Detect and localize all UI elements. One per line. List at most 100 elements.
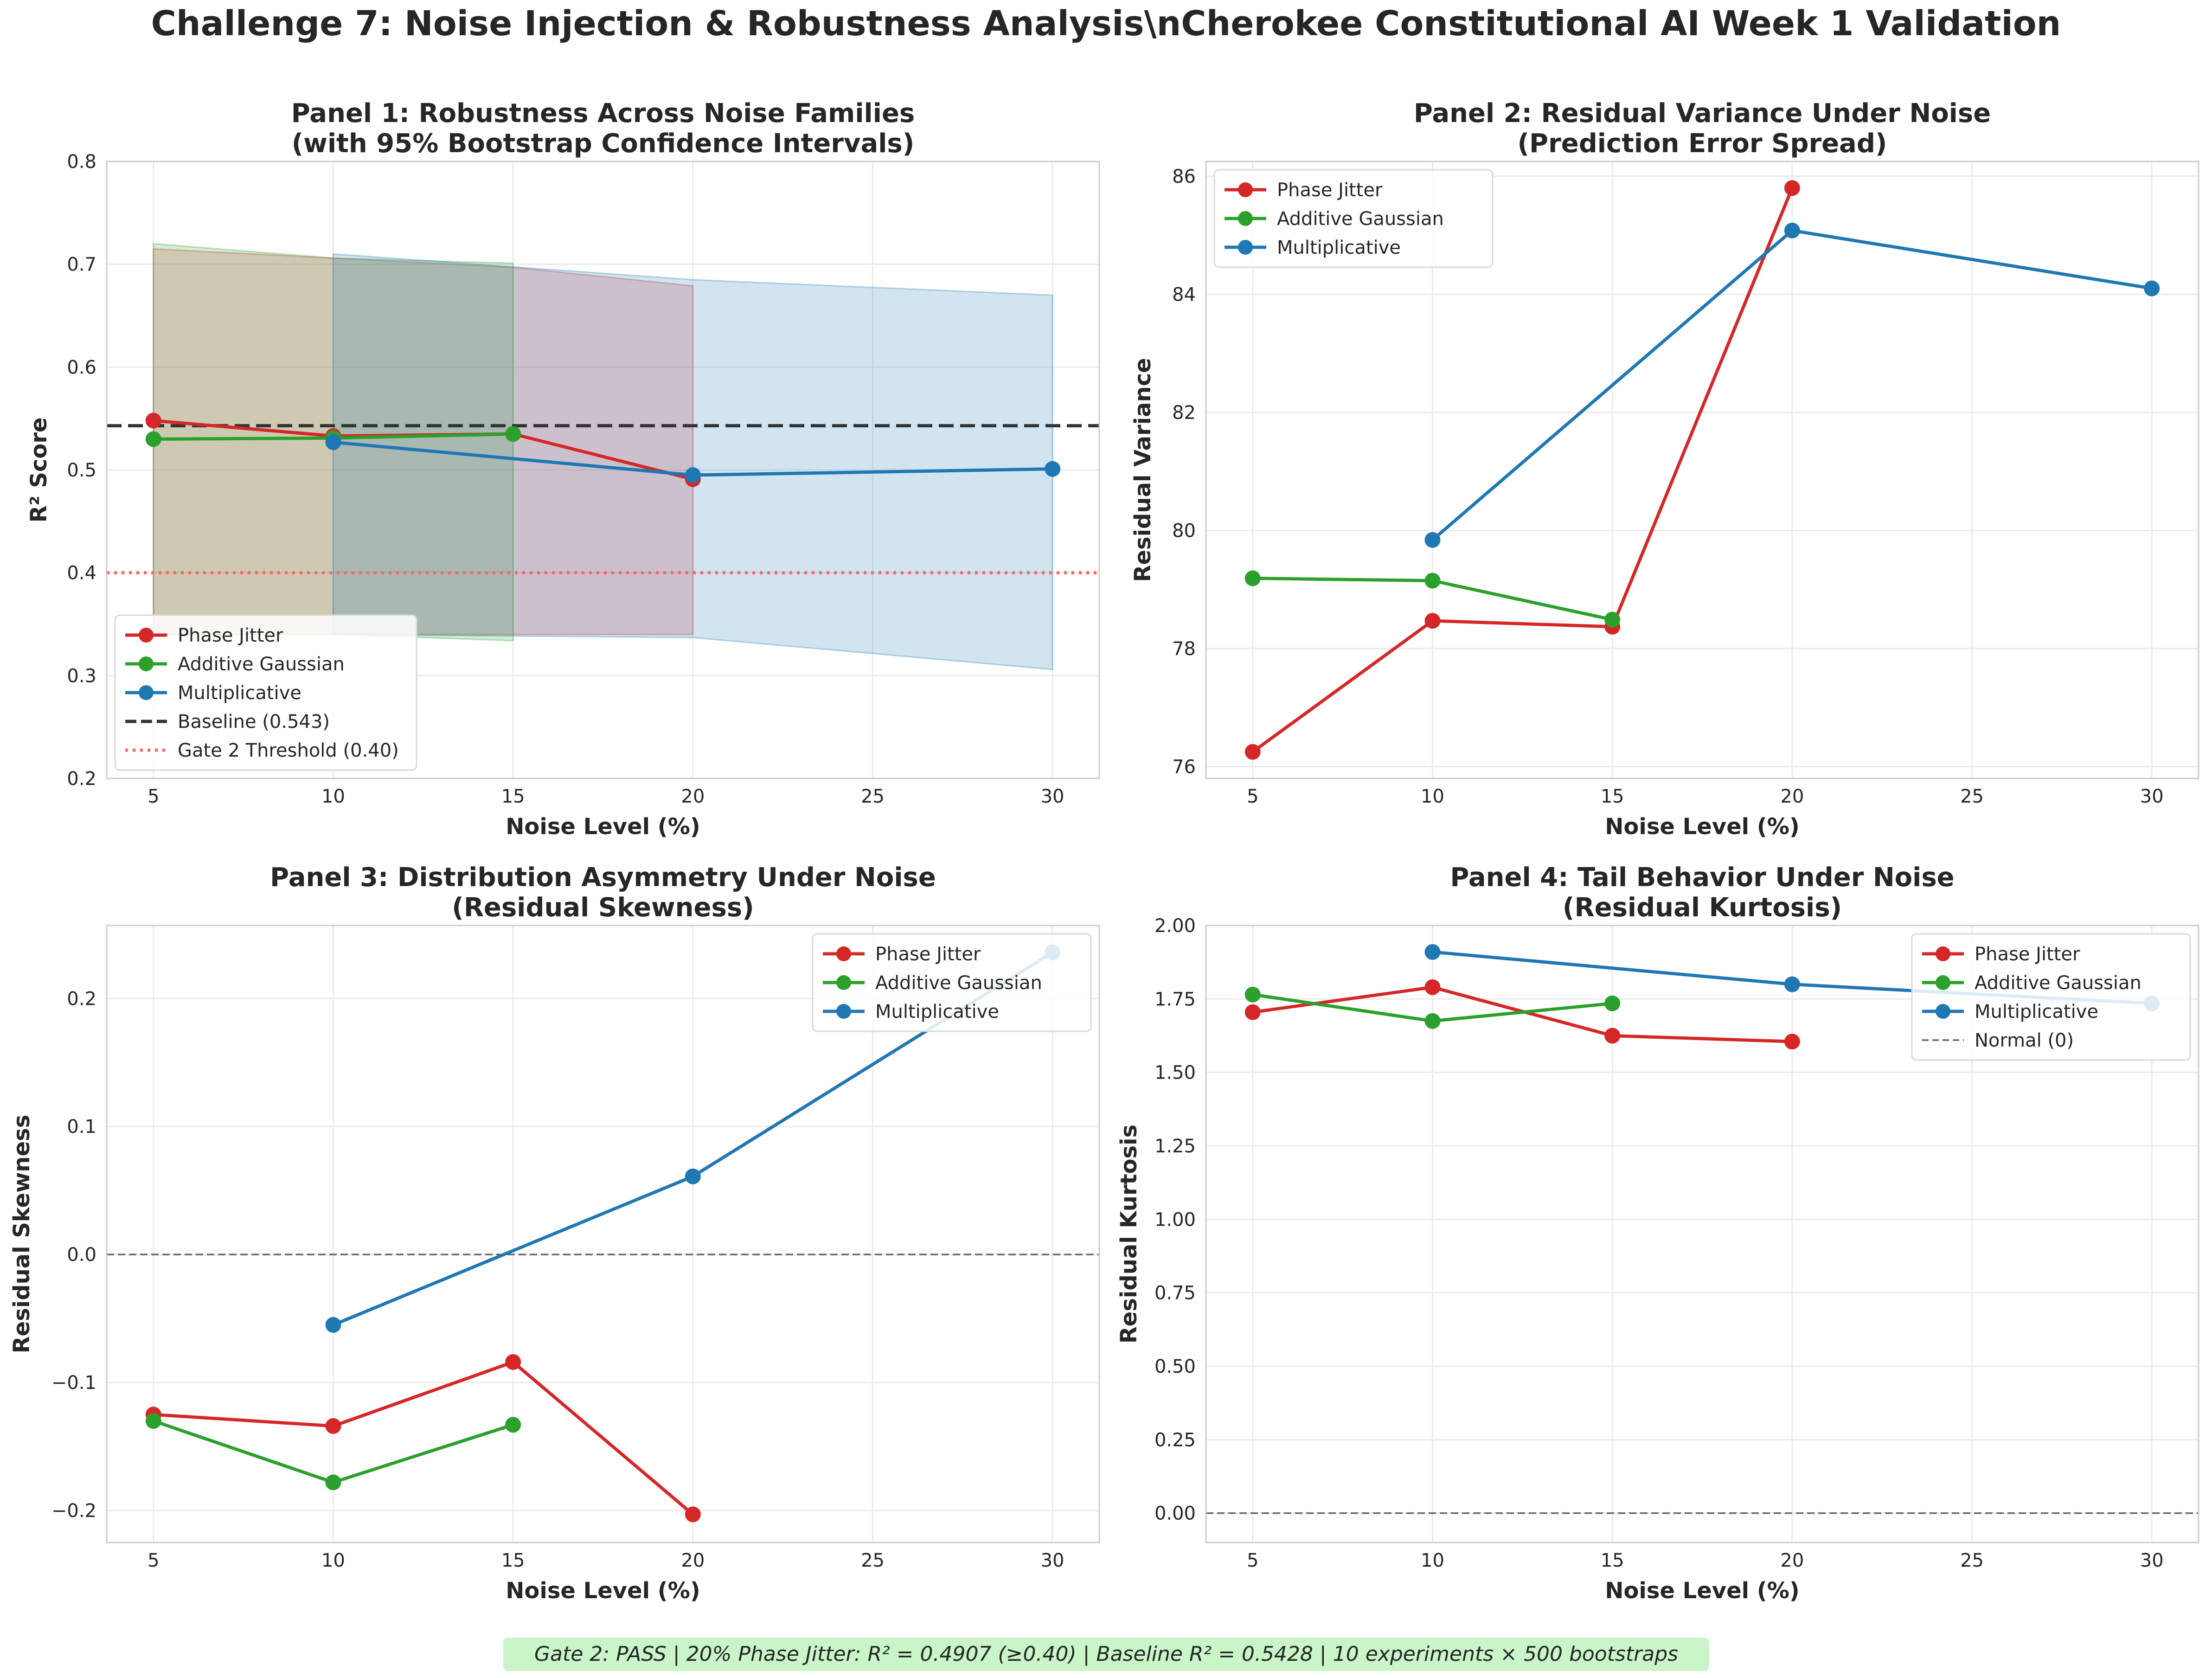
x-axis-label: Noise Level (%) (506, 814, 700, 840)
y-axis-label: Residual Kurtosis (1116, 1125, 1142, 1344)
x-tick-label: 5 (1247, 786, 1258, 807)
legend-label: Gate 2 Threshold (0.40) (178, 740, 399, 761)
y-tick-label: 0.00 (1154, 1503, 1196, 1524)
axes-frame (1205, 925, 2199, 1543)
panel-title: Panel 4: Tail Behavior Under Noise (1450, 862, 1954, 893)
y-tick-label: 1.25 (1154, 1136, 1196, 1157)
y-tick-label: −0.1 (51, 1372, 96, 1394)
legend-marker (836, 975, 851, 990)
legend-marker (1238, 240, 1253, 255)
y-tick-label: 0.4 (67, 563, 96, 584)
panel-subtitle: (Residual Kurtosis) (1563, 893, 1842, 923)
x-tick-label: 5 (147, 786, 159, 807)
legend-marker (1936, 1004, 1950, 1019)
x-tick-label: 20 (681, 786, 705, 807)
data-point (685, 1506, 701, 1523)
x-tick-label: 10 (1421, 786, 1444, 807)
confidence-band (332, 253, 1053, 670)
data-point (1604, 995, 1621, 1011)
y-tick-label: 0.2 (67, 768, 96, 790)
x-tick-label: 10 (321, 1550, 345, 1571)
y-tick-label: 1.50 (1154, 1062, 1196, 1084)
legend: Phase Jitter Additive Gaussian Multiplicat… (1911, 933, 2191, 1061)
legend-label: Phase Jitter (1975, 944, 2080, 965)
legend: Phase Jitter Additive Gaussian Multiplicat… (114, 614, 417, 771)
x-tick-label: 20 (1780, 1550, 1804, 1571)
panel-title: Panel 1: Robustness Across Noise Familie… (291, 98, 915, 129)
y-tick-label: 82 (1172, 402, 1196, 424)
legend-frame (114, 614, 417, 771)
legend-frame (1911, 933, 2191, 1061)
x-tick-label: 25 (1960, 1550, 1984, 1571)
legend: Phase Jitter Additive Gaussian Multiplicat… (1213, 169, 1494, 268)
panel-subtitle: (with 95% Bootstrap Confidence Intervals… (292, 129, 915, 159)
data-point (1424, 532, 1441, 548)
legend-label: Multiplicative (1277, 237, 1401, 258)
legend-marker (1238, 182, 1253, 197)
y-tick-label: 0.0 (67, 1244, 96, 1266)
y-tick-label: 76 (1172, 757, 1196, 778)
x-tick-label: 10 (321, 786, 345, 807)
legend-marker (139, 685, 154, 700)
data-point (145, 412, 161, 429)
y-tick-label: 1.00 (1154, 1209, 1196, 1230)
legend-label: Phase Jitter (178, 625, 283, 646)
legend-label: Normal (0) (1975, 1030, 2074, 1051)
x-axis-label: Noise Level (%) (506, 1578, 700, 1604)
legend-frame (812, 933, 1092, 1032)
y-tick-label: 0.1 (67, 1116, 96, 1138)
data-point (685, 467, 701, 483)
series-line (153, 1360, 694, 1516)
data-point (325, 1474, 341, 1491)
legend-marker (139, 656, 154, 671)
legend-label: Multiplicative (875, 1001, 999, 1022)
data-point (1604, 1028, 1621, 1044)
x-tick-label: 30 (1041, 786, 1064, 807)
y-tick-label: 0.6 (67, 357, 96, 378)
x-tick-label: 20 (681, 1550, 705, 1571)
legend-label: Additive Gaussian (178, 654, 345, 675)
y-axis-label: Residual Skewness (9, 1115, 35, 1354)
data-point (1784, 180, 1800, 196)
data-point (145, 431, 161, 447)
x-tick-label: 5 (147, 1550, 159, 1571)
legend: Phase Jitter Additive Gaussian Multiplicat… (812, 933, 1092, 1032)
y-tick-label: 0.3 (67, 665, 96, 687)
data-point (1244, 1004, 1261, 1020)
data-point (1244, 986, 1261, 1003)
series-line (1252, 985, 1792, 1043)
panel-title: Panel 2: Residual Variance Under Noise (1414, 98, 1991, 129)
data-point (1424, 979, 1441, 995)
y-tick-label: 78 (1172, 638, 1196, 660)
data-point (685, 1168, 701, 1184)
data-point (145, 1413, 161, 1429)
y-tick-label: −0.2 (51, 1500, 96, 1522)
legend-label: Additive Gaussian (875, 972, 1042, 994)
legend-label: Multiplicative (1975, 1001, 2098, 1022)
legend-marker (836, 1004, 851, 1019)
x-tick-label: 25 (1960, 786, 1984, 807)
data-point (505, 1417, 521, 1433)
x-tick-label: 5 (1247, 1550, 1258, 1571)
data-point (325, 1317, 341, 1333)
panel-2: 5 10 15 20 25 30 76 78 80 82 84 86 Noise Level (%) Re… (1130, 98, 2199, 840)
panel-title: Panel 3: Distribution Asymmetry Under No… (270, 862, 936, 893)
data-point (1604, 611, 1621, 628)
data-point (1424, 944, 1441, 960)
data-point (505, 426, 521, 442)
legend-label: Phase Jitter (875, 944, 981, 965)
x-tick-label: 30 (2140, 1550, 2164, 1571)
x-tick-label: 20 (1780, 786, 1804, 807)
legend-frame (1213, 169, 1494, 268)
legend-marker (1936, 975, 1950, 990)
y-tick-label: 80 (1172, 520, 1196, 541)
data-point (1424, 572, 1441, 589)
panel-subtitle: (Residual Skewness) (452, 893, 754, 923)
x-tick-label: 25 (861, 1550, 885, 1571)
data-point (2144, 280, 2160, 296)
series-line (1251, 187, 1794, 753)
y-tick-label: 0.75 (1154, 1283, 1196, 1304)
data-point (1784, 976, 1800, 992)
legend-marker (836, 946, 851, 961)
legend-label: Multiplicative (178, 682, 301, 704)
